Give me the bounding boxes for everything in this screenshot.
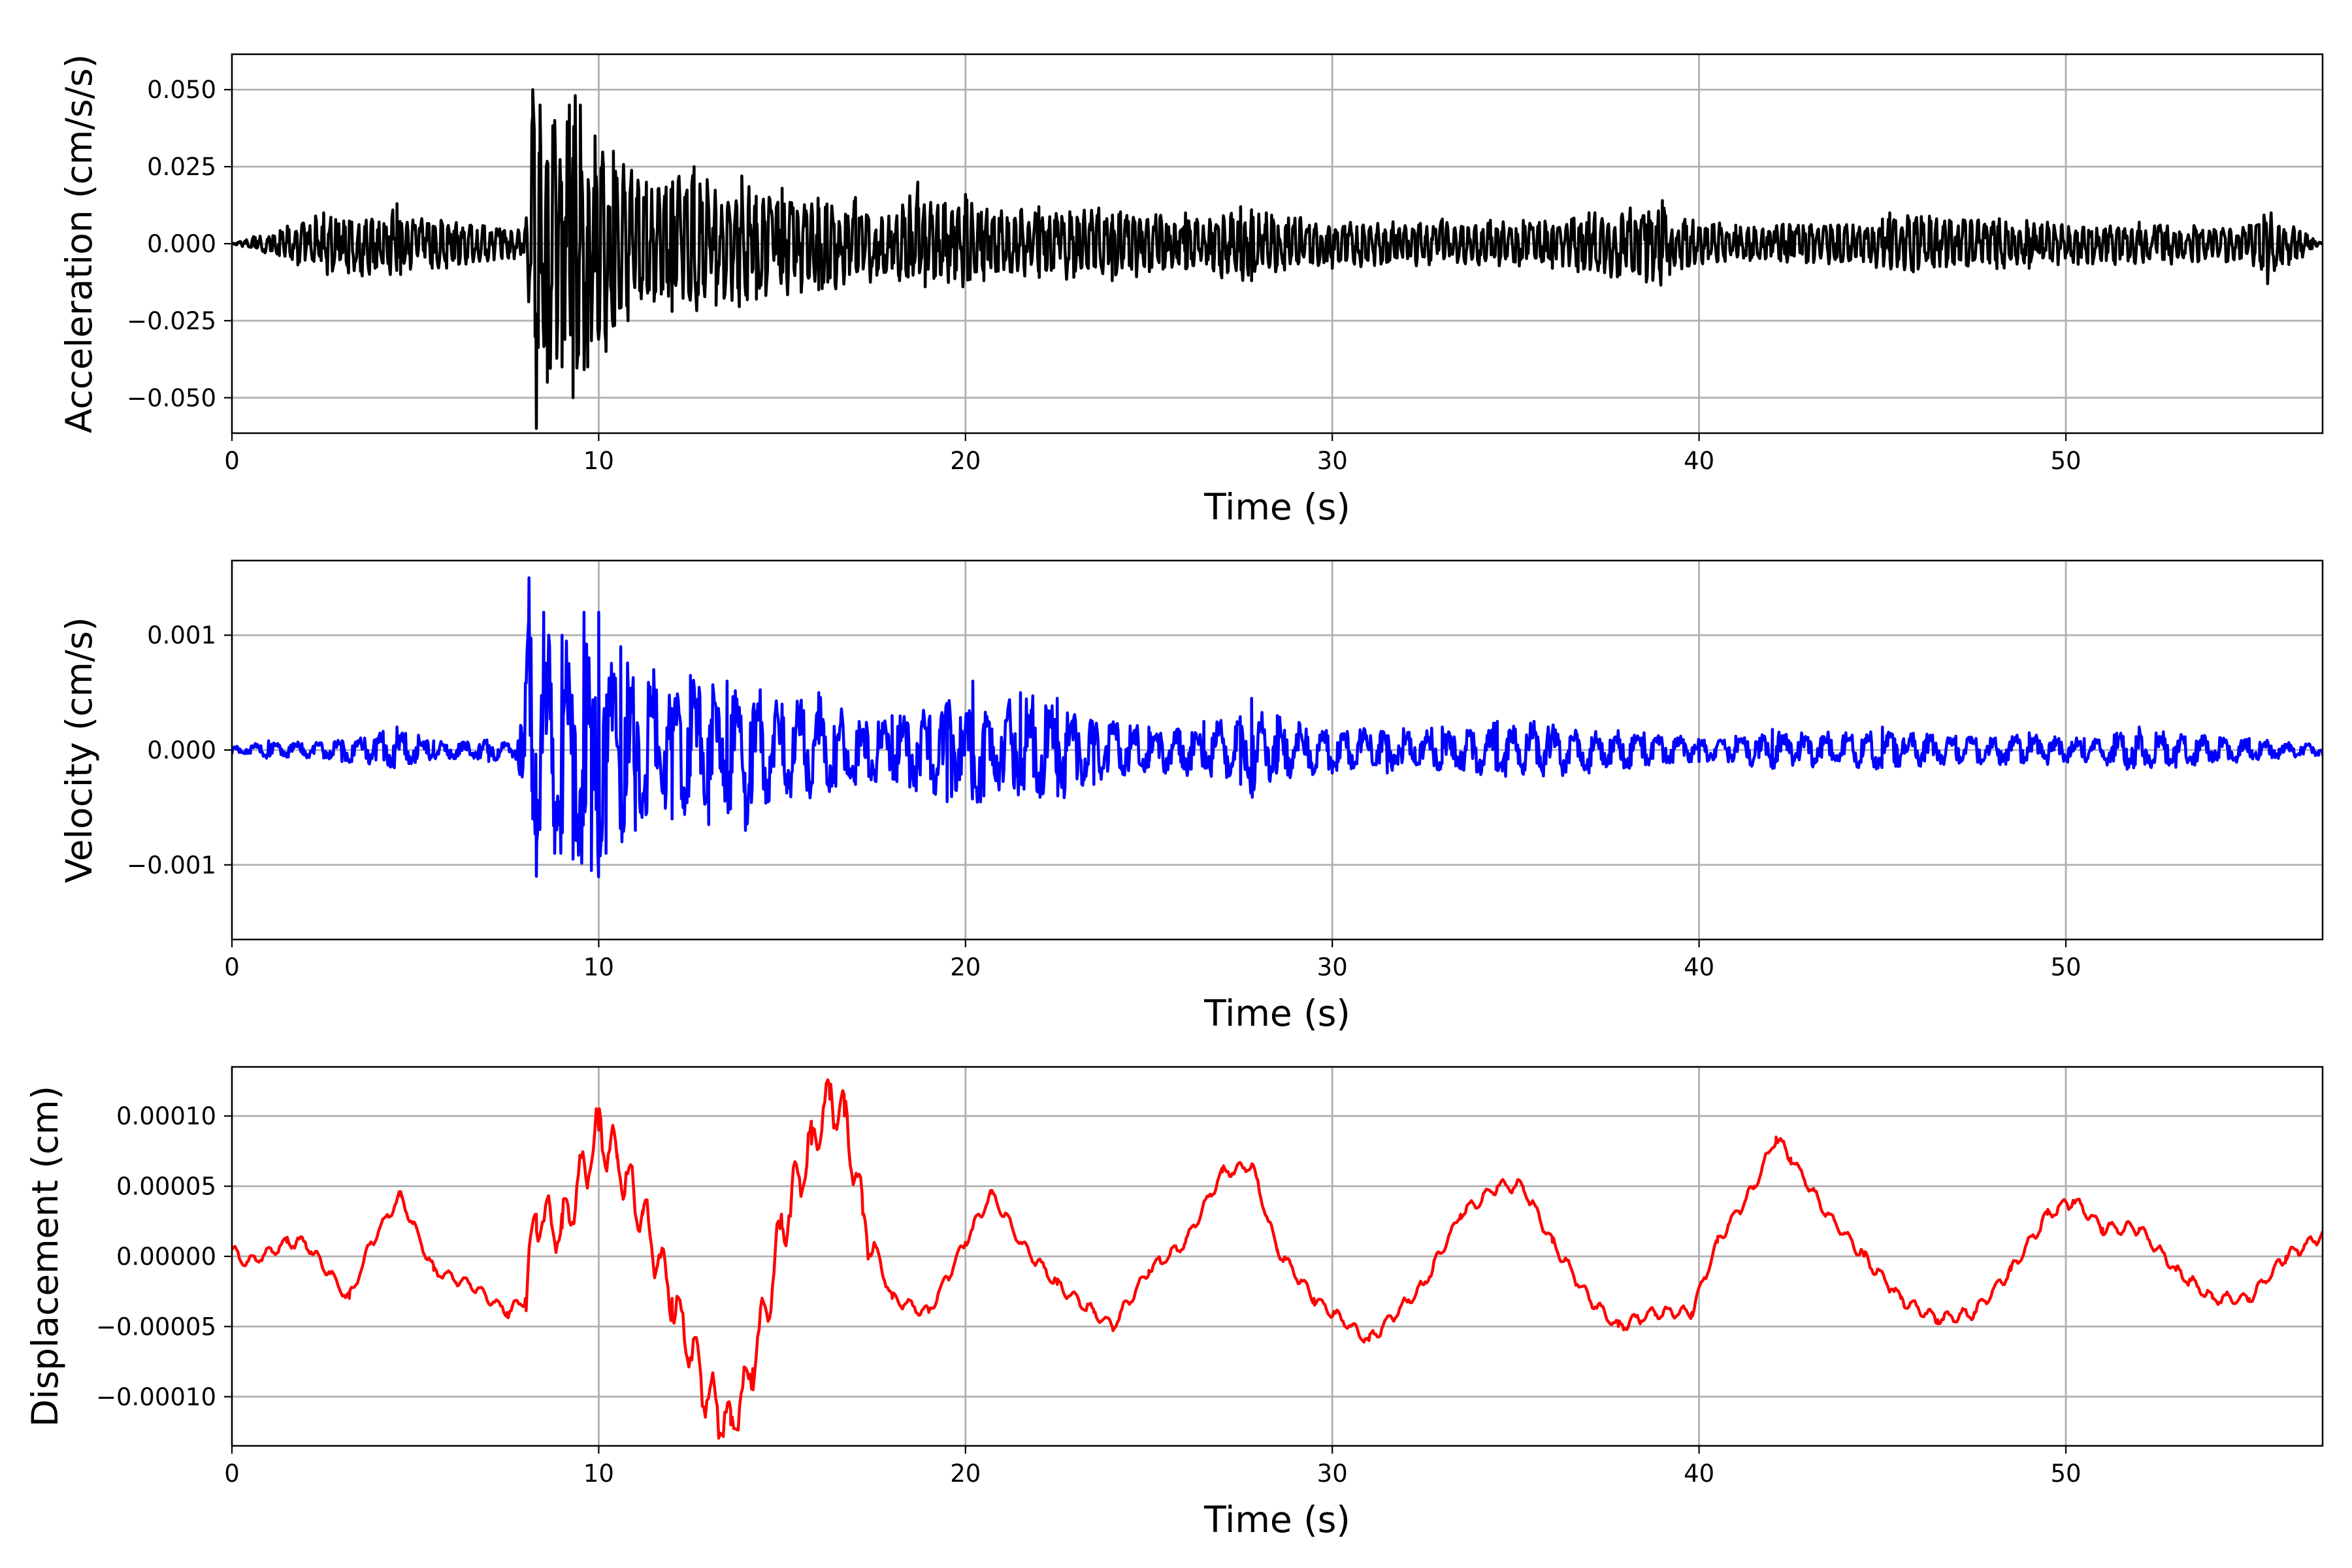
acceleration-y-axis-label: Acceleration (cm/s/s) [58, 54, 100, 433]
displacement-x-tick-label: 50 [2050, 1460, 2081, 1488]
acceleration-y-tick-label: 0.000 [147, 230, 216, 258]
acceleration-panel: 0 10 20 30 40 50 0.050 0.025 0.000 −0.025 −0.050 Ti… [58, 53, 2324, 528]
velocity-x-tick-label: 10 [583, 953, 614, 981]
velocity-x-tick-label: 40 [1684, 953, 1714, 981]
velocity-x-axis-label: Time (s) [1203, 992, 1350, 1034]
displacement-x-tick-label: 0 [224, 1460, 240, 1488]
acceleration-x-tick-label: 40 [1684, 447, 1714, 475]
acceleration-y-tick-label: 0.025 [147, 153, 216, 181]
velocity-y-axis-label: Velocity (cm/s) [58, 617, 100, 883]
acceleration-x-tick-label: 0 [224, 447, 240, 475]
velocity-y-tick-label: −0.001 [127, 851, 216, 879]
acceleration-y-tick-label: −0.025 [127, 307, 216, 335]
displacement-x-tick-label: 10 [583, 1460, 614, 1488]
displacement-y-tick-label: 0.00005 [116, 1173, 216, 1201]
displacement-y-axis-label: Displacement (cm) [24, 1086, 66, 1427]
velocity-y-tick-label: 0.000 [147, 736, 216, 764]
displacement-x-axis-label: Time (s) [1203, 1499, 1350, 1541]
acceleration-x-tick-label: 10 [583, 447, 614, 475]
acceleration-x-axis-label: Time (s) [1203, 486, 1350, 528]
velocity-y-tick-label: 0.001 [147, 621, 216, 649]
displacement-y-tick-label: 0.00000 [116, 1243, 216, 1271]
displacement-y-tick-label: −0.00010 [96, 1383, 216, 1411]
velocity-panel: 0 10 20 30 40 50 0.001 0.000 −0.001 Time (s) Veloc… [58, 559, 2324, 1034]
displacement-panel: 0 10 20 30 40 50 0.00010 0.00005 0.00000 −0.00005… [24, 1066, 2324, 1541]
velocity-x-tick-label: 0 [224, 953, 240, 981]
acceleration-x-tick-label: 50 [2050, 447, 2081, 475]
velocity-x-tick-label: 30 [1317, 953, 1348, 981]
velocity-x-tick-label: 50 [2050, 953, 2081, 981]
acceleration-series-line [232, 88, 2323, 431]
velocity-series-line [232, 576, 2323, 879]
acceleration-x-tick-label: 20 [950, 447, 981, 475]
displacement-x-tick-label: 20 [950, 1460, 981, 1488]
velocity-x-tick-label: 20 [950, 953, 981, 981]
acceleration-y-tick-label: 0.050 [147, 76, 216, 104]
displacement-x-tick-label: 40 [1684, 1460, 1714, 1488]
displacement-y-tick-label: −0.00005 [96, 1313, 216, 1341]
displacement-y-tick-label: 0.00010 [116, 1102, 216, 1130]
displacement-series-line [232, 1078, 2323, 1440]
acceleration-y-tick-label: −0.050 [127, 384, 216, 412]
acceleration-x-tick-label: 30 [1317, 447, 1348, 475]
displacement-x-tick-label: 30 [1317, 1460, 1348, 1488]
